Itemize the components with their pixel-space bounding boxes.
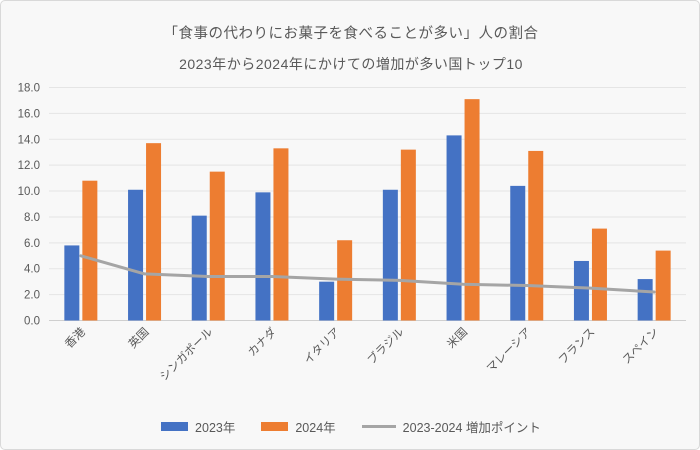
legend-label: 2023-2024 増加ポイント bbox=[402, 421, 541, 435]
x-axis-label: シンガポール bbox=[157, 325, 215, 383]
bar bbox=[591, 228, 607, 321]
y-tick-label: 14.0 bbox=[18, 134, 40, 146]
x-axis-label: 香港 bbox=[63, 325, 89, 351]
legend-item: 2024年 bbox=[261, 417, 336, 436]
bar bbox=[400, 149, 416, 321]
chart-title: 「食事の代わりにお菓子を食べることが多い」人の割合 bbox=[163, 26, 539, 42]
legend-label: 2023年 bbox=[195, 421, 236, 435]
legend-item: 2023-2024 増加ポイント bbox=[361, 417, 541, 436]
y-tick-label: 0.0 bbox=[24, 316, 40, 328]
bar bbox=[573, 260, 589, 321]
bar bbox=[446, 135, 462, 321]
bar bbox=[655, 250, 671, 321]
legend-bar-swatch bbox=[161, 422, 189, 431]
x-axis-label: ブラジル bbox=[364, 325, 406, 367]
x-axis-label: カナダ bbox=[245, 324, 280, 359]
x-axis-label: マレーシア bbox=[485, 326, 534, 375]
chart-subtitle: 2023年から2024年にかけての増加が多い国トップ10 bbox=[179, 56, 523, 72]
y-tick-label: 18.0 bbox=[18, 83, 40, 95]
legend-item: 2023年 bbox=[161, 417, 235, 436]
bar bbox=[319, 281, 335, 321]
bar bbox=[191, 215, 207, 321]
y-tick-label: 8.0 bbox=[24, 212, 40, 224]
bar bbox=[273, 148, 289, 321]
x-axis-label: イタリア bbox=[301, 325, 342, 366]
legend-label: 2024年 bbox=[295, 421, 336, 435]
bar bbox=[146, 143, 162, 321]
plot-area: 0.0 2.0 4.0 6.0 8.0 10.0 12.0 14.0 16.0 18.0 香港 英国シ… bbox=[18, 83, 686, 383]
bar bbox=[464, 99, 480, 321]
y-tick-label: 2.0 bbox=[24, 290, 40, 302]
y-tick-label: 12.0 bbox=[18, 160, 40, 172]
y-tick-label: 10.0 bbox=[18, 186, 40, 198]
y-tick-label: 4.0 bbox=[24, 264, 40, 276]
bar bbox=[209, 171, 225, 321]
x-axis-label: 英国 bbox=[126, 325, 152, 351]
legend: 2023年 2024年 2023-2024 増加ポイント bbox=[1, 417, 699, 436]
x-axis-label: 米国 bbox=[445, 325, 470, 350]
bar bbox=[64, 245, 80, 321]
y-tick-label: 16.0 bbox=[18, 108, 40, 120]
bar bbox=[637, 279, 653, 321]
bar bbox=[510, 185, 526, 321]
bar bbox=[255, 192, 271, 321]
bar bbox=[82, 180, 98, 321]
increase-line bbox=[79, 254, 656, 294]
legend-line-swatch bbox=[361, 425, 396, 428]
bar bbox=[528, 150, 544, 321]
x-axis-label: スペイン bbox=[621, 326, 661, 366]
legend-bar-swatch bbox=[261, 422, 289, 431]
x-axis-label: フランス bbox=[557, 326, 598, 367]
bar bbox=[128, 189, 144, 321]
y-tick-label: 6.0 bbox=[24, 238, 40, 250]
bar bbox=[382, 189, 398, 321]
